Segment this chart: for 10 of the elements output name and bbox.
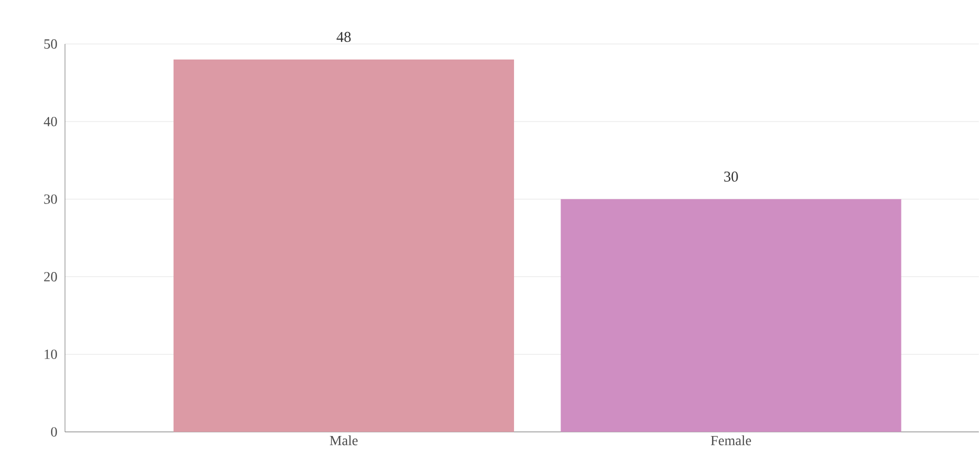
- y-tick-label: 10: [44, 350, 57, 360]
- y-tick-label: 50: [44, 39, 57, 49]
- y-tick-label: 40: [44, 116, 57, 126]
- y-tick-label: 0: [51, 427, 57, 437]
- x-tick-label: Female: [710, 435, 752, 446]
- y-tick-label: 30: [44, 194, 57, 204]
- data-label: 48: [336, 32, 351, 42]
- y-tick-label: 20: [44, 272, 57, 282]
- data-label: 30: [724, 172, 738, 182]
- x-tick-label: Male: [330, 435, 358, 446]
